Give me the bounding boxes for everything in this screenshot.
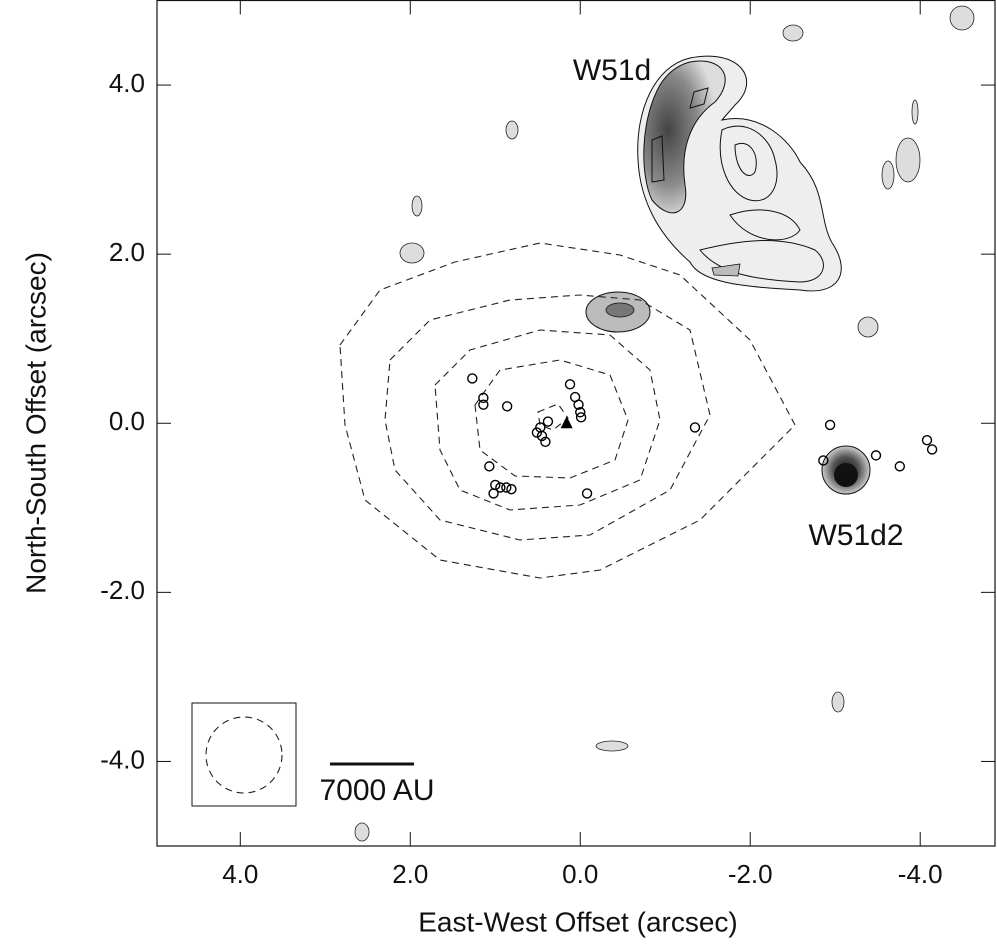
circle-marker <box>507 485 516 494</box>
circle-marker <box>502 483 511 492</box>
circle-marker <box>928 445 937 454</box>
annotation: W51d <box>573 54 651 87</box>
circle-marker <box>826 420 835 429</box>
beam-box <box>192 703 296 806</box>
circle-marker <box>543 417 552 426</box>
circle-marker <box>485 462 494 471</box>
chart: W51d W51d2 7000 AU East-West Offset (arc… <box>0 0 997 947</box>
circle-marker <box>895 462 904 471</box>
circle-marker <box>566 380 575 389</box>
circle-marker <box>690 423 699 432</box>
circle-marker <box>872 451 881 460</box>
y-tick-label: 4.0 <box>109 68 145 98</box>
y-tick-label: 0.0 <box>109 406 145 436</box>
x-tick-label: 2.0 <box>392 859 428 889</box>
circle-marker <box>583 489 592 498</box>
x-tick-label: -4.0 <box>898 859 943 889</box>
x-tick-label: 4.0 <box>222 859 258 889</box>
y-tick-label: 2.0 <box>109 237 145 267</box>
circle-marker <box>479 400 488 409</box>
annotation: 7000 AU <box>319 774 434 807</box>
x-axis-label: East-West Offset (arcsec) <box>418 906 737 937</box>
x-tick-label: -2.0 <box>728 859 773 889</box>
circle-marker <box>923 436 932 445</box>
triangle-marker <box>561 416 573 428</box>
circle-marker <box>468 374 477 383</box>
emission-map <box>340 6 974 841</box>
plot-frame <box>157 1 995 847</box>
y-axis-label: North-South Offset (arcsec) <box>20 252 51 594</box>
circle-marker <box>489 489 498 498</box>
annotation: W51d2 <box>808 519 903 552</box>
y-tick-label: -4.0 <box>100 744 145 774</box>
y-tick-label: -2.0 <box>100 575 145 605</box>
circle-marker <box>503 402 512 411</box>
x-tick-label: 0.0 <box>562 859 598 889</box>
